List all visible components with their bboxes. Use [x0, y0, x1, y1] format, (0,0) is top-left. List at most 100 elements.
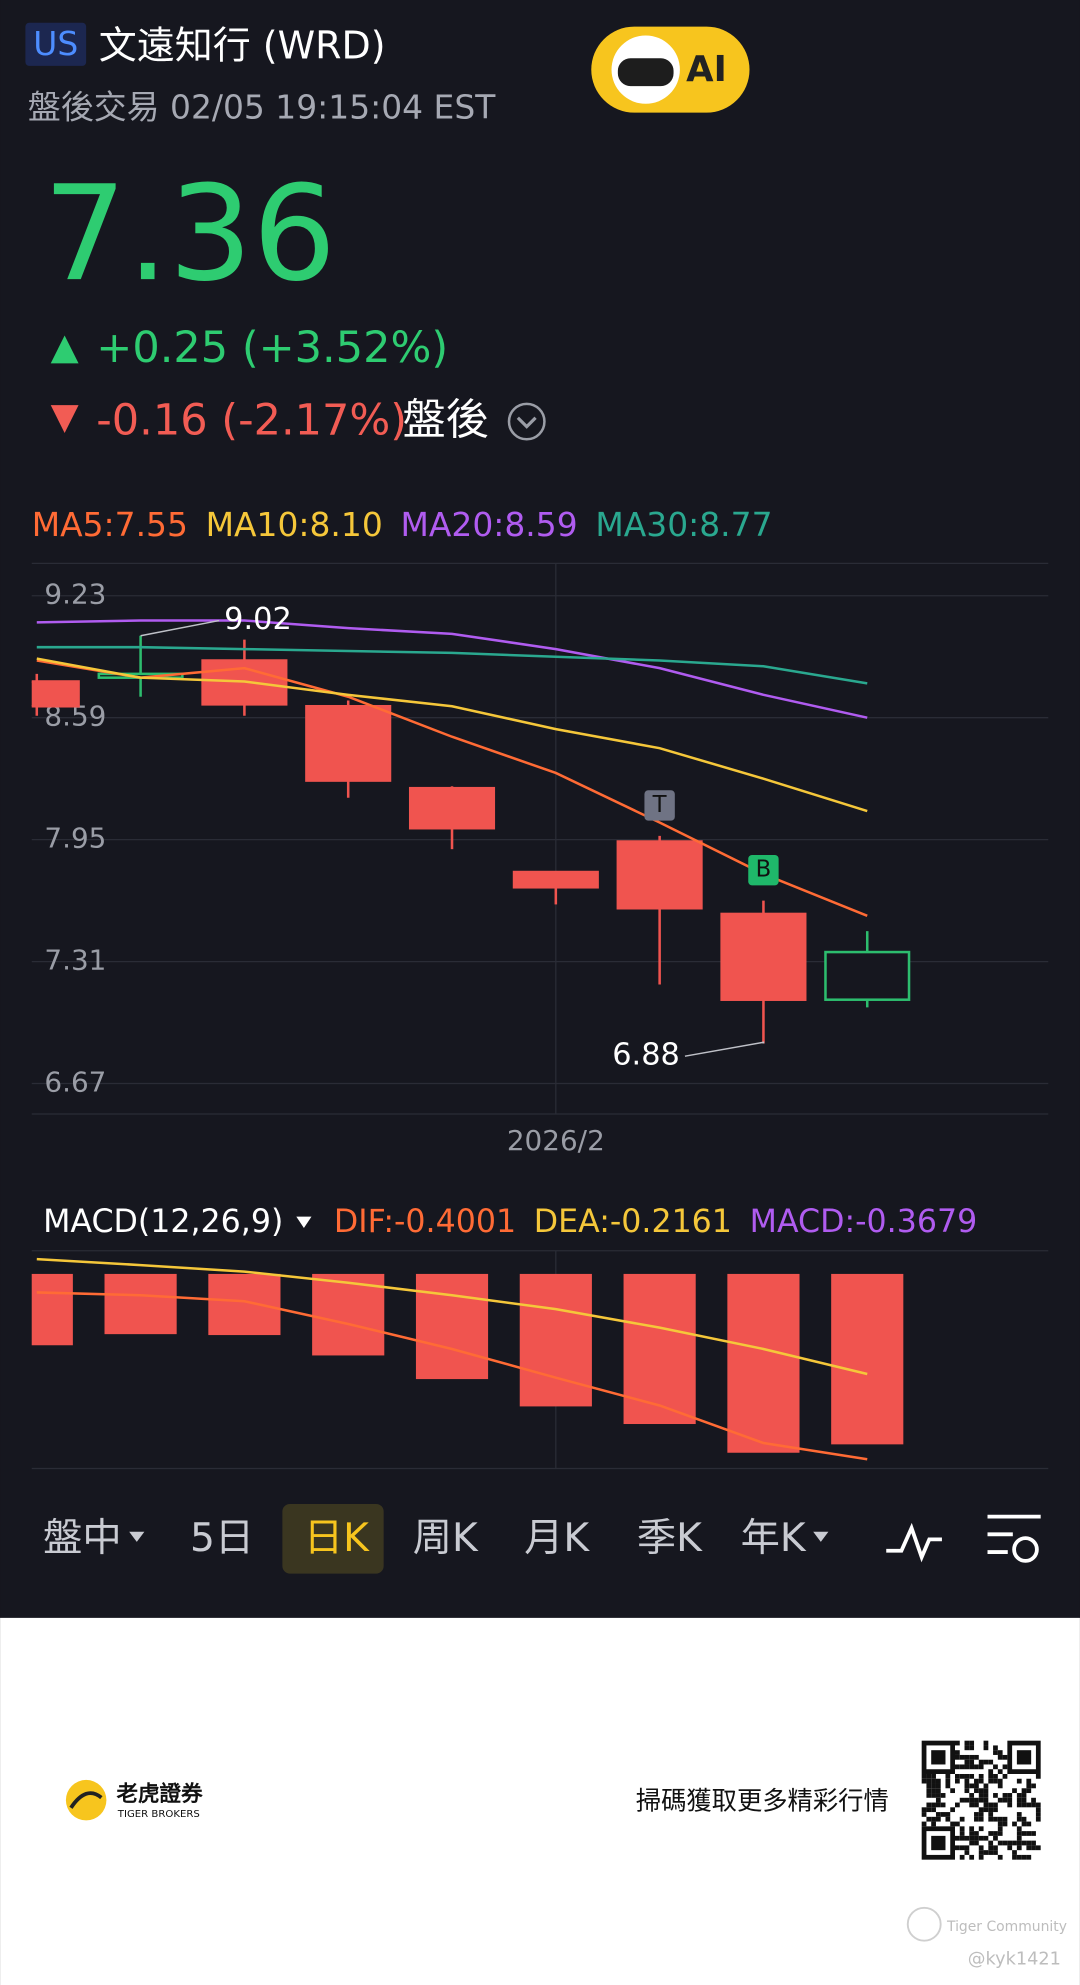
- qr-cell: [964, 1764, 970, 1770]
- qr-cell: [993, 1835, 998, 1841]
- qr-cell: [969, 1802, 975, 1808]
- qr-cell: [1026, 1854, 1032, 1860]
- tab[interactable]: 年K: [741, 1516, 807, 1561]
- indicator-icon[interactable]: [886, 1522, 942, 1563]
- qr-cell: [1002, 1840, 1008, 1846]
- qr-cell: [993, 1807, 998, 1813]
- tab-dropdown: [129, 1531, 145, 1542]
- macd-bar: [623, 1273, 696, 1425]
- qr-cell: [983, 1807, 989, 1813]
- qr-cell: [993, 1816, 998, 1822]
- community: Tiger Community: [946, 1919, 1067, 1935]
- qr-cell: [921, 1821, 927, 1827]
- qr-cell: [964, 1759, 970, 1765]
- tab[interactable]: 季K: [637, 1516, 703, 1561]
- qr-cell: [1021, 1840, 1027, 1846]
- qr-cell: [969, 1754, 975, 1760]
- qr-cell: [955, 1764, 960, 1770]
- qr-cell: [1007, 1845, 1013, 1851]
- x-tick-label: 2026/2: [507, 1124, 605, 1157]
- ma-line: [36, 645, 868, 685]
- candle-body: [512, 870, 599, 889]
- qr-cell: [1021, 1831, 1027, 1836]
- y-tick-label: 6.67: [44, 1066, 106, 1099]
- ma-line: [36, 659, 868, 918]
- qr-cell: [955, 1754, 960, 1760]
- qr-cell: [974, 1812, 979, 1817]
- qr-cell: [997, 1778, 1003, 1784]
- tab[interactable]: 日K: [304, 1516, 370, 1561]
- qr-cell: [935, 1797, 941, 1803]
- brand-name: 老虎證券: [117, 1781, 204, 1807]
- macd-title: MACD(12,26,9): [43, 1204, 283, 1240]
- qr-cell: [926, 1778, 932, 1784]
- qr-cell: [950, 1807, 956, 1813]
- qr-cell: [1012, 1840, 1017, 1846]
- tab[interactable]: 盤中: [43, 1516, 121, 1561]
- qr-cell: [1002, 1773, 1008, 1779]
- ma-line: [36, 619, 868, 719]
- qr-cell: [959, 1835, 965, 1841]
- qr-cell: [935, 1802, 941, 1808]
- after-hours-change: -0.16 (-2.17%): [96, 395, 407, 445]
- qr-cell: [1016, 1831, 1022, 1836]
- tab[interactable]: 周K: [413, 1516, 479, 1561]
- ai-icon-visor: [617, 58, 674, 87]
- qr-cell: [1002, 1797, 1008, 1803]
- qr-cell: [1016, 1845, 1022, 1851]
- macd-dropdown[interactable]: [296, 1216, 312, 1228]
- qr-cell: [983, 1835, 989, 1841]
- qr-cell: [964, 1745, 970, 1751]
- qr-cell: [997, 1783, 1003, 1789]
- qr-cell: [959, 1754, 965, 1760]
- stock-title: 文遠知行 (WRD): [99, 24, 386, 68]
- expand-button[interactable]: [507, 402, 546, 441]
- qr-cell: [921, 1778, 927, 1784]
- qr-cell: [988, 1807, 994, 1813]
- qr-cell: [931, 1778, 936, 1784]
- qr-cell: [1035, 1807, 1041, 1813]
- qr-cell: [1021, 1854, 1027, 1860]
- qr-cell: [964, 1778, 970, 1784]
- qr-cell: [955, 1778, 960, 1784]
- qr-cell: [955, 1835, 960, 1841]
- macd-line: [36, 1257, 868, 1376]
- qr-cell: [926, 1802, 932, 1808]
- qr-cell: [969, 1797, 975, 1803]
- tab[interactable]: 5日: [190, 1516, 254, 1561]
- qr-cell: [959, 1797, 965, 1803]
- qr-cell: [983, 1850, 989, 1855]
- qr-cell: [997, 1826, 1003, 1832]
- qr-cell: [931, 1783, 936, 1789]
- qr-cell: [988, 1802, 994, 1808]
- market-badge: [25, 22, 87, 66]
- qr-cell: [1016, 1826, 1022, 1832]
- trade-marker-label: B: [756, 857, 772, 883]
- qr-cell: [993, 1778, 998, 1784]
- qr-cell: [1002, 1816, 1008, 1822]
- macd-bar: [831, 1273, 904, 1445]
- qr-cell: [1026, 1845, 1032, 1851]
- qr-cell: [978, 1845, 984, 1851]
- qr-cell: [997, 1821, 1003, 1827]
- qr-cell: [978, 1807, 984, 1813]
- brand-name-en: TIGER BROKERS: [117, 1809, 200, 1820]
- settings-icon[interactable]: [987, 1514, 1041, 1563]
- qr-cell: [1002, 1821, 1008, 1827]
- qr-cell: [974, 1831, 979, 1836]
- trade-marker: [644, 790, 675, 821]
- after-hours-label: 盤後: [403, 395, 489, 445]
- qr-cell: [959, 1816, 965, 1822]
- qr-cell: [1016, 1797, 1022, 1803]
- qr-cell: [935, 1778, 941, 1784]
- qr-cell: [978, 1826, 984, 1832]
- qr-cell: [955, 1750, 960, 1755]
- qr-finder-core: [931, 1835, 946, 1851]
- macd-bar: [104, 1273, 177, 1335]
- qr-cell: [955, 1802, 960, 1808]
- macd-plot: [31, 1257, 904, 1461]
- qr-cell: [1031, 1802, 1036, 1808]
- qr-cell: [988, 1840, 994, 1846]
- qr-finder: [921, 1826, 956, 1860]
- tab[interactable]: 月K: [524, 1516, 590, 1561]
